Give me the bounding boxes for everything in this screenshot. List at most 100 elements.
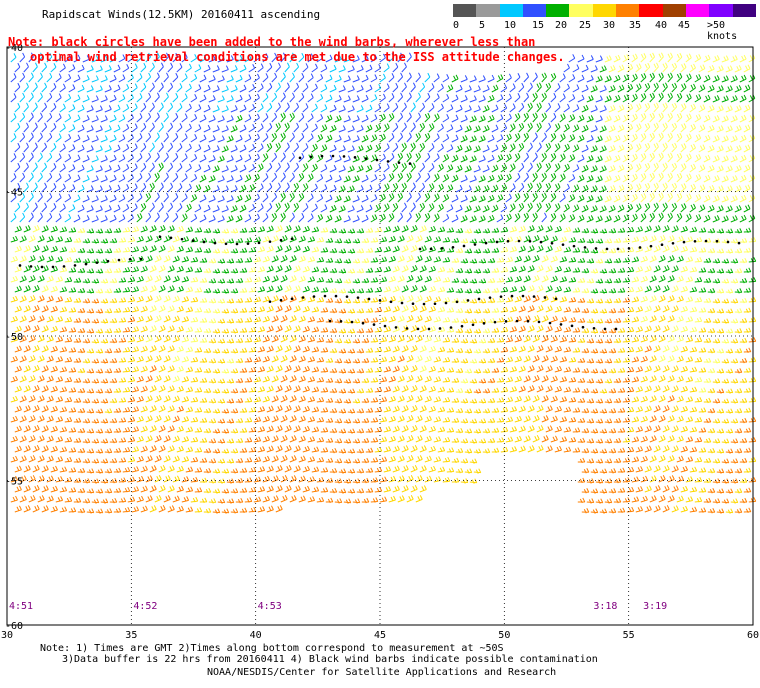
wind-barb [536, 365, 544, 373]
wind-barb [77, 327, 86, 334]
wind-barb [635, 386, 644, 393]
wind-barb [581, 124, 589, 133]
wind-barb [46, 395, 54, 403]
wind-barb [671, 202, 678, 213]
wind-barb [419, 345, 427, 353]
wind-barb [194, 204, 202, 213]
wind-barb [424, 172, 431, 183]
wind-barb [217, 358, 226, 364]
wind-barb [730, 498, 739, 504]
wind-barb [748, 237, 757, 243]
colorbar-swatch [546, 4, 570, 17]
wind-barb [509, 346, 518, 353]
wind-barb [599, 348, 608, 354]
wind-barb [248, 104, 256, 113]
wind-barb [140, 405, 148, 413]
wind-barb [77, 467, 86, 474]
wind-barb [59, 486, 68, 493]
wind-barb [356, 85, 364, 93]
wind-barb [604, 155, 612, 163]
wind-barb [109, 257, 118, 264]
wind-barb [437, 366, 446, 373]
wind-barb [10, 415, 18, 423]
wind-barb [316, 214, 324, 223]
wind-barb [469, 175, 477, 183]
wind-barb [127, 73, 134, 83]
wind-barb [374, 143, 382, 153]
wind-barb [442, 436, 451, 443]
wind-barb [748, 277, 757, 283]
wind-barb [563, 426, 572, 433]
wind-barb [248, 84, 256, 93]
wind-barb [626, 103, 634, 113]
wind-barb [446, 307, 455, 313]
wind-barb [289, 255, 297, 263]
wind-barb [469, 398, 478, 404]
wind-barb [680, 285, 688, 293]
wind-barb [311, 246, 320, 253]
wind-barb [527, 142, 533, 153]
wind-barb [748, 54, 756, 63]
wind-barb [334, 378, 343, 384]
wind-barb [122, 426, 131, 433]
wind-barb [374, 326, 383, 333]
wind-barb [329, 267, 338, 274]
wind-barb [734, 105, 742, 113]
wind-barb [505, 276, 514, 283]
wind-barb [388, 153, 395, 163]
wind-barb [658, 275, 666, 283]
wind-barb [140, 465, 148, 473]
wind-barb [739, 377, 748, 384]
wind-barb [599, 125, 607, 133]
wind-barb [653, 265, 661, 273]
wind-barb [64, 113, 72, 123]
wind-barb [19, 315, 27, 323]
wind-barb [680, 83, 687, 93]
wind-barb [451, 417, 460, 424]
wind-barb [185, 366, 194, 373]
wind-barb [113, 247, 122, 254]
wind-barb [109, 397, 118, 404]
wind-barb [185, 446, 194, 453]
wind-barb [698, 387, 707, 393]
wind-barb [550, 152, 557, 163]
wind-barb [653, 365, 661, 373]
wind-barb [707, 248, 716, 254]
wind-barb [667, 235, 675, 243]
wind-barb [136, 335, 144, 343]
wind-barb [653, 202, 659, 213]
wind-barb [716, 105, 724, 113]
wind-barb [586, 398, 595, 404]
wind-barb [208, 155, 216, 163]
wind-barb [203, 84, 211, 93]
wind-barb [491, 247, 500, 254]
wind-barb [329, 367, 338, 374]
wind-barb [293, 245, 301, 253]
wind-barb [149, 265, 157, 273]
wind-barb [194, 184, 202, 193]
wind-barb [478, 175, 486, 183]
wind-barb [734, 85, 742, 93]
wind-barb [262, 335, 270, 343]
wind-barb [370, 237, 379, 243]
wind-barb [469, 338, 478, 344]
wind-barb [730, 398, 739, 404]
wind-barb [280, 415, 288, 423]
wind-barb [433, 113, 440, 123]
wind-barb [154, 355, 162, 363]
wind-barb [338, 488, 347, 494]
wind-barb [622, 74, 630, 83]
wind-barb [64, 73, 72, 83]
wind-barb [104, 308, 113, 314]
wind-barb [370, 417, 379, 423]
wind-barb [149, 225, 157, 233]
wind-barb [595, 298, 604, 304]
wind-barb [527, 225, 535, 233]
wind-barb [716, 165, 724, 173]
wind-barb [41, 465, 49, 473]
wind-barb [199, 297, 208, 304]
wind-barb [748, 397, 757, 403]
wind-barb [577, 417, 586, 424]
wind-barb [275, 405, 283, 413]
wind-barb [545, 225, 553, 233]
